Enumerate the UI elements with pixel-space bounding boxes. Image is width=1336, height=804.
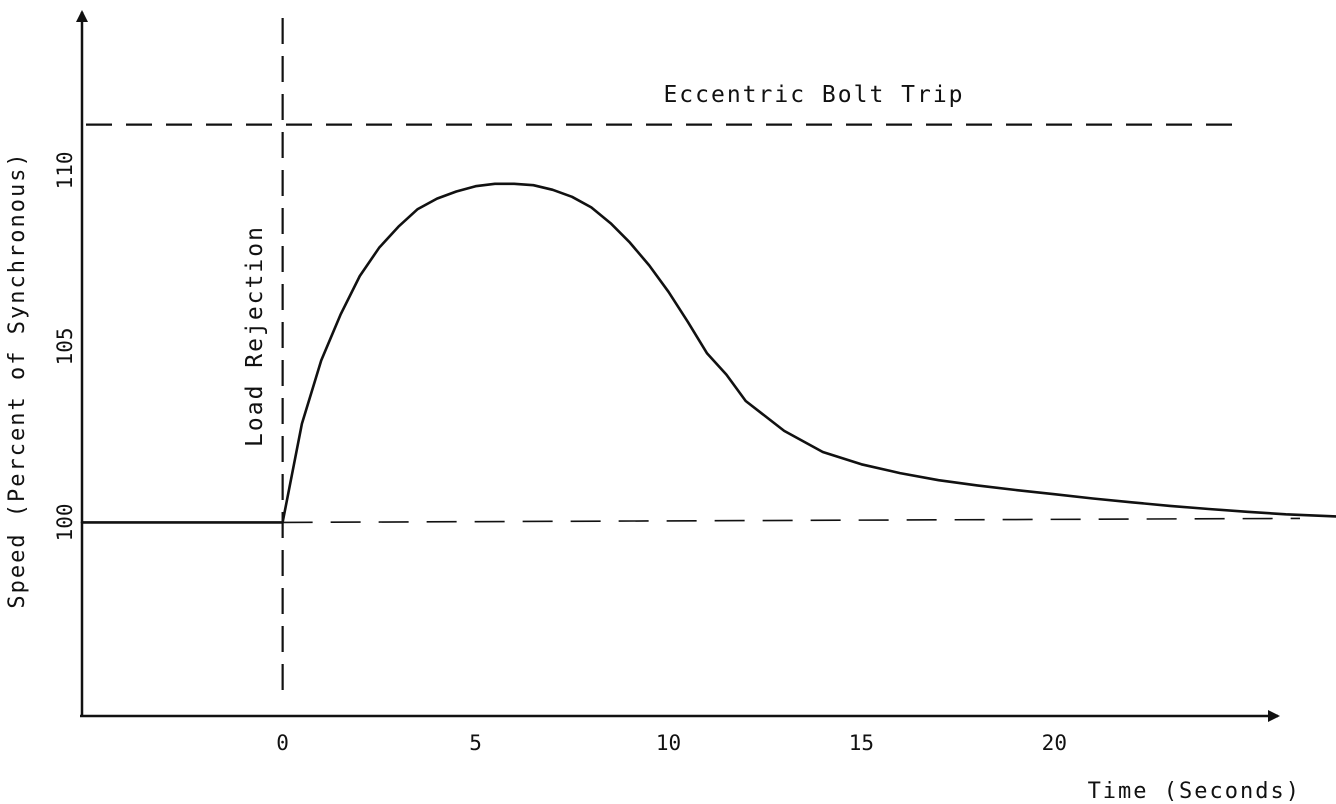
x-tick-label: 20	[1042, 731, 1067, 755]
x-axis-title: Time (Seconds)	[1088, 779, 1301, 804]
load-rejection-label: Load Rejection	[242, 225, 268, 447]
y-tick-label: 110	[53, 151, 77, 189]
y-axis-title: Speed (Percent of Synchronous)	[5, 151, 30, 608]
y-tick-label: 105	[53, 327, 77, 365]
x-tick-label: 0	[276, 731, 289, 755]
eccentric-bolt-trip-label: Eccentric Bolt Trip	[663, 82, 964, 108]
x-tick-label: 5	[469, 731, 482, 755]
x-tick-label: 15	[849, 731, 874, 755]
baseline-100-line	[282, 517, 1301, 524]
y-tick-label: 100	[53, 503, 77, 541]
x-tick-label: 10	[656, 731, 681, 755]
y-tick-labels: 100 105 110	[53, 151, 77, 541]
speed-curve	[80, 182, 1336, 524]
x-tick-labels: 0 5 10 15 20	[276, 731, 1067, 755]
